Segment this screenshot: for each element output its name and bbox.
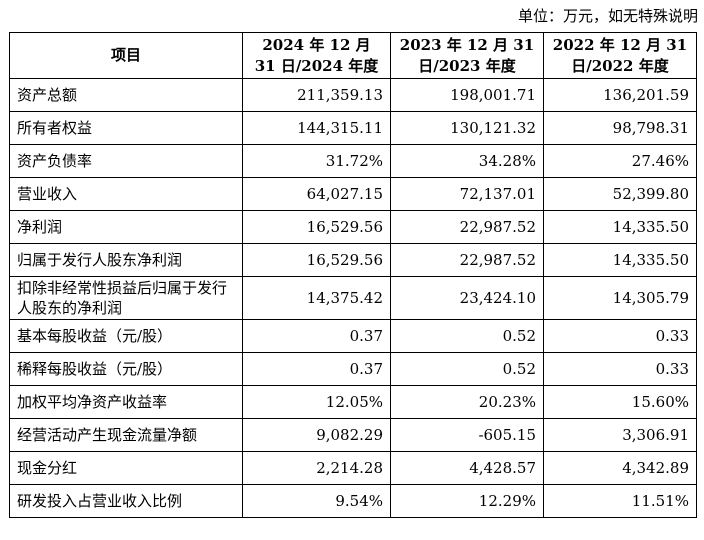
row-label: 现金分红 xyxy=(9,451,243,485)
table-row: 现金分红 2,214.28 4,428.57 4,342.89 xyxy=(9,451,697,485)
value-2023: 34.28% xyxy=(390,144,544,178)
table-row: 资产总额 211,359.13 198,001.71 136,201.59 xyxy=(9,78,697,112)
value-2022: 136,201.59 xyxy=(543,78,697,112)
table-header-row: 项目 2024 年 12 月 31 日/2024 年度 2023 年 12 月 … xyxy=(9,32,697,79)
value-2023: 198,001.71 xyxy=(390,78,544,112)
value-2024: 16,529.56 xyxy=(242,243,391,277)
value-2022: 0.33 xyxy=(543,319,697,353)
row-label: 研发投入占营业收入比例 xyxy=(9,484,243,518)
value-2024: 9.54% xyxy=(242,484,391,518)
table-row: 所有者权益 144,315.11 130,121.32 98,798.31 xyxy=(9,111,697,145)
value-2023: 130,121.32 xyxy=(390,111,544,145)
table-row: 营业收入 64,027.15 72,137.01 52,399.80 xyxy=(9,177,697,211)
header-2022: 2022 年 12 月 31 日/2022 年度 xyxy=(543,32,697,79)
row-label: 净利润 xyxy=(9,210,243,244)
value-2022: 11.51% xyxy=(543,484,697,518)
row-label: 所有者权益 xyxy=(9,111,243,145)
row-label: 基本每股收益（元/股） xyxy=(9,319,243,353)
value-2024: 0.37 xyxy=(242,352,391,386)
value-2022: 52,399.80 xyxy=(543,177,697,211)
value-2023: 0.52 xyxy=(390,352,544,386)
value-2024: 12.05% xyxy=(242,385,391,419)
row-label: 营业收入 xyxy=(9,177,243,211)
row-label: 扣除非经常性损益后归属于发行人股东的净利润 xyxy=(9,276,243,320)
value-2022: 14,335.50 xyxy=(543,243,697,277)
value-2023: 22,987.52 xyxy=(390,243,544,277)
value-2024: 16,529.56 xyxy=(242,210,391,244)
table-row: 归属于发行人股东净利润 16,529.56 22,987.52 14,335.5… xyxy=(9,243,697,277)
row-label: 资产负债率 xyxy=(9,144,243,178)
value-2024: 64,027.15 xyxy=(242,177,391,211)
value-2022: 15.60% xyxy=(543,385,697,419)
table-row: 加权平均净资产收益率 12.05% 20.23% 15.60% xyxy=(9,385,697,419)
value-2023: 4,428.57 xyxy=(390,451,544,485)
row-label: 归属于发行人股东净利润 xyxy=(9,243,243,277)
value-2022: 27.46% xyxy=(543,144,697,178)
value-2023: 22,987.52 xyxy=(390,210,544,244)
row-label: 稀释每股收益（元/股） xyxy=(9,352,243,386)
header-2024: 2024 年 12 月 31 日/2024 年度 xyxy=(242,32,391,79)
financial-summary-table: 项目 2024 年 12 月 31 日/2024 年度 2023 年 12 月 … xyxy=(9,32,697,518)
value-2024: 31.72% xyxy=(242,144,391,178)
header-2023: 2023 年 12 月 31 日/2023 年度 xyxy=(390,32,544,79)
value-2022: 14,335.50 xyxy=(543,210,697,244)
table-row: 经营活动产生现金流量净额 9,082.29 -605.15 3,306.91 xyxy=(9,418,697,452)
value-2024: 144,315.11 xyxy=(242,111,391,145)
value-2023: -605.15 xyxy=(390,418,544,452)
value-2024: 0.37 xyxy=(242,319,391,353)
value-2024: 9,082.29 xyxy=(242,418,391,452)
row-label: 资产总额 xyxy=(9,78,243,112)
table-row: 基本每股收益（元/股） 0.37 0.52 0.33 xyxy=(9,319,697,353)
table-row: 研发投入占营业收入比例 9.54% 12.29% 11.51% xyxy=(9,484,697,518)
value-2024: 211,359.13 xyxy=(242,78,391,112)
row-label: 经营活动产生现金流量净额 xyxy=(9,418,243,452)
value-2023: 23,424.10 xyxy=(390,276,544,320)
value-2022: 14,305.79 xyxy=(543,276,697,320)
table-row: 资产负债率 31.72% 34.28% 27.46% xyxy=(9,144,697,178)
table-row: 扣除非经常性损益后归属于发行人股东的净利润 14,375.42 23,424.1… xyxy=(9,276,697,320)
table-row: 稀释每股收益（元/股） 0.37 0.52 0.33 xyxy=(9,352,697,386)
value-2023: 72,137.01 xyxy=(390,177,544,211)
value-2022: 4,342.89 xyxy=(543,451,697,485)
value-2023: 20.23% xyxy=(390,385,544,419)
value-2022: 3,306.91 xyxy=(543,418,697,452)
unit-note: 单位：万元，如无特殊说明 xyxy=(517,7,698,25)
header-item: 项目 xyxy=(9,32,243,79)
table-row: 净利润 16,529.56 22,987.52 14,335.50 xyxy=(9,210,697,244)
value-2023: 0.52 xyxy=(390,319,544,353)
value-2022: 98,798.31 xyxy=(543,111,697,145)
value-2023: 12.29% xyxy=(390,484,544,518)
row-label: 加权平均净资产收益率 xyxy=(9,385,243,419)
value-2024: 2,214.28 xyxy=(242,451,391,485)
value-2022: 0.33 xyxy=(543,352,697,386)
value-2024: 14,375.42 xyxy=(242,276,391,320)
